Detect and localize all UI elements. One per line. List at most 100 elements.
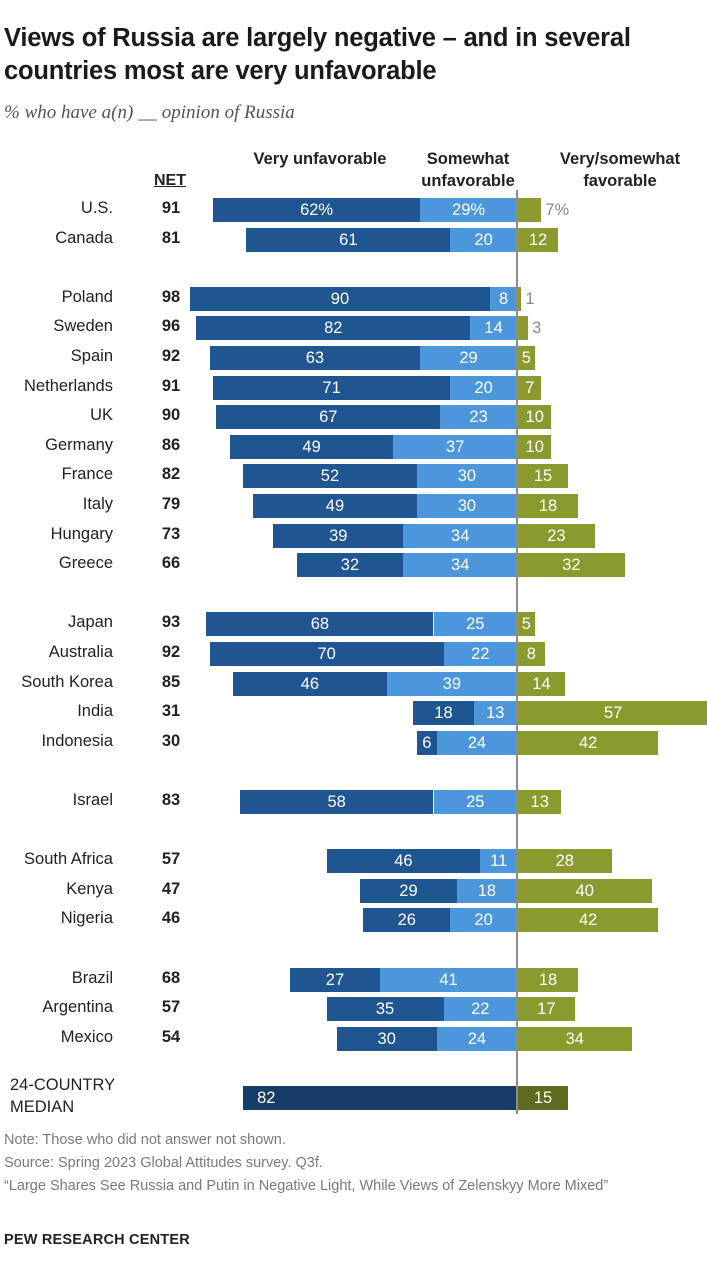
country-label: Israel: [72, 791, 113, 809]
net-value: 68: [161, 969, 181, 987]
bar-favorable: 10: [518, 405, 552, 429]
bar-somewhat-unfavorable-label: 37: [446, 438, 465, 456]
bar-very-unfavorable-label: 71: [322, 379, 341, 397]
bar-very-unfavorable-label: 52: [320, 467, 340, 485]
bar-favorable: 32: [518, 553, 625, 577]
bar-somewhat-unfavorable-label: 41: [439, 971, 458, 989]
bar-favorable: 8: [518, 642, 545, 666]
bar-very-unfavorable-label: 32: [340, 556, 360, 574]
net-value: 92: [161, 347, 181, 365]
bar-very-unfavorable: 70: [209, 642, 444, 666]
bar-somewhat-unfavorable: 22: [443, 997, 517, 1021]
bar-favorable-label: 17: [537, 1000, 556, 1018]
bar-somewhat-unfavorable-label: 34: [451, 527, 470, 545]
bar-very-unfavorable-label: 6: [422, 734, 432, 752]
median-bar-favorable-label: 15: [533, 1089, 553, 1107]
bar-somewhat-unfavorable-label: 20: [474, 379, 493, 397]
bar-somewhat-unfavorable: 30: [416, 464, 517, 488]
bar-very-unfavorable-label: 82: [324, 319, 343, 337]
bar-favorable-label: 10: [525, 438, 544, 456]
bar-somewhat-unfavorable-label: 24: [467, 1030, 487, 1048]
bar-very-unfavorable-label: 62%: [300, 201, 334, 219]
net-value: 93: [161, 613, 181, 631]
bar-somewhat-unfavorable-label: 25: [466, 615, 485, 633]
country-label: Poland: [61, 288, 113, 306]
bar-favorable: 28: [518, 849, 612, 873]
bar-favorable-label: 42: [578, 911, 598, 929]
country-label: UK: [90, 406, 113, 424]
bar-favorable-label: 7%: [545, 201, 570, 219]
net-value: 90: [161, 406, 181, 424]
bar-somewhat-unfavorable: 11: [480, 849, 517, 873]
country-label: Italy: [82, 495, 113, 513]
bar-favorable-label: 23: [547, 527, 566, 545]
bar-somewhat-unfavorable-label: 20: [474, 911, 493, 929]
bar-favorable: 10: [518, 435, 552, 459]
zero-axis-line: [516, 190, 518, 1114]
bar-favorable-label: 1: [525, 290, 535, 308]
net-value: 83: [161, 791, 181, 809]
bar-favorable: 57: [518, 701, 707, 725]
bar-favorable: 5: [518, 612, 535, 636]
net-value: 66: [161, 554, 181, 572]
bar-somewhat-unfavorable: 41: [380, 968, 517, 992]
bar-very-unfavorable: 46: [326, 849, 481, 873]
bar-somewhat-unfavorable-label: 29: [459, 349, 478, 367]
bar-very-unfavorable: 35: [326, 997, 444, 1021]
favorable-header: Very/somewhat favorable: [559, 150, 681, 190]
bar-somewhat-unfavorable-label: 13: [486, 704, 505, 722]
bar-somewhat-unfavorable: 34: [403, 553, 517, 577]
footer-source: Source: Spring 2023 Global Attitudes sur…: [4, 1155, 323, 1171]
bar-very-unfavorable-label: 26: [397, 911, 416, 929]
bar-somewhat-unfavorable-label: 30: [457, 497, 477, 515]
bar-somewhat-unfavorable: 39: [386, 672, 517, 696]
net-value: 57: [161, 998, 181, 1016]
net-value: 31: [161, 702, 181, 720]
bar-somewhat-unfavorable-label: 23: [469, 408, 488, 426]
bar-favorable-label: 8: [526, 645, 536, 663]
bar-somewhat-unfavorable: 20: [450, 228, 517, 252]
chart-subtitle: % who have a(n) __ opinion of Russia: [4, 102, 295, 123]
bar-favorable-label: 57: [604, 704, 623, 722]
bar-favorable: 7: [518, 376, 542, 400]
bar-favorable-label: 7: [525, 379, 535, 397]
bar-somewhat-unfavorable: 20: [450, 908, 517, 932]
net-value: 46: [161, 909, 181, 927]
net-value: 57: [161, 850, 181, 868]
bar-very-unfavorable: 32: [296, 553, 404, 577]
country-label: U.S.: [80, 199, 113, 217]
net-value: 30: [161, 732, 181, 750]
net-value: 81: [161, 229, 181, 247]
bar-very-unfavorable: 6: [416, 731, 437, 755]
pew-research-center-logo: PEW RESEARCH CENTER: [4, 1232, 190, 1248]
net-value: 92: [161, 643, 181, 661]
footer-note: Note: Those who did not answer not shown…: [4, 1132, 286, 1148]
bar-somewhat-unfavorable: 25: [433, 612, 517, 636]
bar-favorable: 34: [518, 1027, 632, 1051]
bar-very-unfavorable: 90: [189, 287, 491, 311]
net-value: 47: [161, 880, 181, 898]
country-label: Australia: [48, 643, 113, 661]
bar-somewhat-unfavorable-label: 24: [467, 734, 487, 752]
bar-favorable: 23: [518, 524, 595, 548]
bar-favorable: 17: [518, 997, 575, 1021]
median-bar-very-unfavorable-label: 82: [257, 1089, 276, 1107]
bar-somewhat-unfavorable-label: 39: [442, 675, 462, 693]
bar-favorable-label: 40: [575, 882, 594, 900]
bar-very-unfavorable-label: 58: [327, 793, 346, 811]
bar-favorable-label: 5: [521, 615, 531, 633]
bar-somewhat-unfavorable-label: 20: [474, 231, 493, 249]
country-label: South Africa: [24, 850, 113, 868]
net-value: 79: [161, 495, 181, 513]
bar-favorable-label: 5: [521, 349, 531, 367]
bar-very-unfavorable: 39: [273, 524, 404, 548]
bar-very-unfavorable-label: 39: [329, 527, 348, 545]
median-bar-very-unfavorable: [243, 1086, 517, 1110]
bar-somewhat-unfavorable-label: 22: [471, 645, 490, 663]
bar-very-unfavorable: 62%: [213, 198, 421, 222]
bar-favorable: [518, 287, 522, 311]
bar-favorable: 14: [518, 672, 565, 696]
bar-somewhat-unfavorable: 24: [436, 1027, 517, 1051]
bar-somewhat-unfavorable-label: 8: [499, 290, 509, 308]
country-label: South Korea: [21, 673, 113, 691]
